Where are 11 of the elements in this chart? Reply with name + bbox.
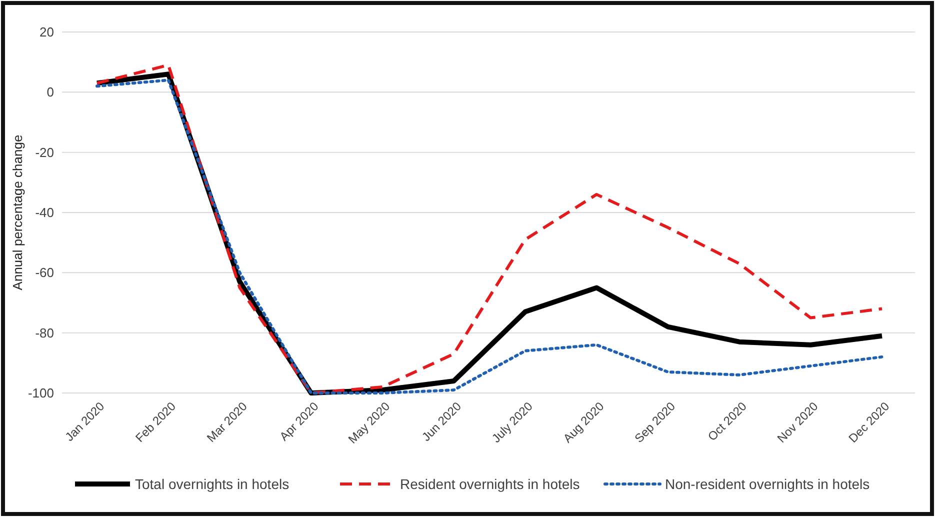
y-tick-label: -100 (28, 386, 54, 401)
y-tick-label: -20 (35, 144, 54, 160)
legend-label: Resident overnights in hotels (400, 476, 580, 492)
legend-label: Total overnights in hotels (135, 476, 290, 492)
y-tick-label: -60 (35, 265, 54, 280)
y-tick-label: 20 (40, 24, 54, 40)
y-axis-title: Annual percentage change (10, 134, 25, 290)
legend-label: Non-resident overnights in hotels (665, 476, 870, 492)
y-tick-label: -40 (35, 205, 54, 220)
y-tick-label: -80 (35, 325, 54, 340)
y-tick-label: 0 (46, 84, 54, 100)
